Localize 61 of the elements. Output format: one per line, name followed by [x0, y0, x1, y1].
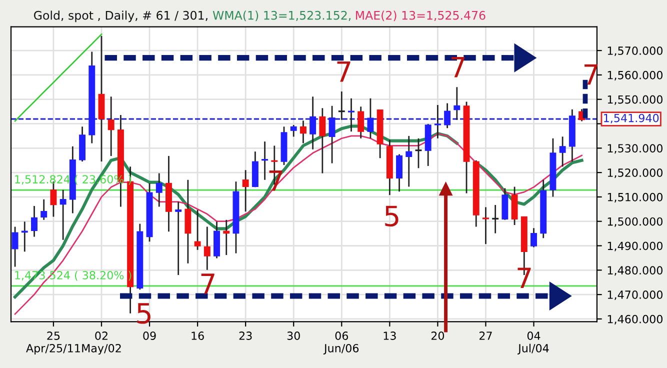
candlestick [242, 169, 249, 212]
y-tick-label: 1,490.000 [608, 242, 662, 252]
candlestick [530, 227, 537, 248]
candlestick [396, 154, 403, 192]
candlestick [60, 189, 66, 241]
annotation: 7 [452, 57, 465, 78]
candlestick [262, 140, 268, 181]
candlestick [175, 201, 182, 276]
candlestick [328, 105, 336, 164]
candlestick [310, 96, 316, 150]
annotation: 5 [385, 206, 398, 227]
candlestick [406, 135, 412, 188]
candlestick [31, 205, 38, 238]
y-tick-label: 1,520.000 [608, 168, 662, 178]
text: WMA(1) 13=1,523.152, [212, 10, 350, 22]
candlestick [300, 120, 306, 144]
x-tick-label: 16 [192, 332, 204, 340]
y-tick-label: 1,570.000 [608, 46, 662, 56]
candlestick [338, 90, 345, 121]
line-series [14, 33, 102, 122]
y-tick-label: 1,530.000 [608, 144, 662, 154]
x-tick-label: 30 [287, 332, 300, 340]
text: MAE(2) 13=1,525.476 [356, 10, 486, 22]
x-tick-label: 20 [431, 332, 444, 340]
x-tick-label: 04 Jul/04 [518, 332, 549, 354]
candlestick [319, 107, 326, 174]
candlestick [156, 172, 162, 208]
y-tick-label: 1,470.000 [608, 290, 662, 300]
x-tick-label: 02 May/02 [82, 332, 121, 355]
ref-line-label: 1,541.940 [604, 114, 659, 124]
y-tick-label: 1,500.000 [608, 217, 662, 227]
y-tick-label: 1,510.000 [608, 192, 662, 202]
y-tick-label: 1,560.000 [608, 70, 662, 80]
candlestick [434, 104, 441, 140]
candlestick [40, 198, 48, 221]
x-tick-label: 13 [384, 332, 396, 340]
x-tick-label: 27 [479, 332, 492, 340]
candlestick [444, 102, 451, 129]
y-tick-label: 1,460.000 [608, 314, 662, 324]
candlestick [348, 98, 354, 132]
x-tick-label: 09 [143, 332, 156, 340]
candlestick [108, 96, 114, 157]
candlestick [454, 86, 460, 121]
x-tick-label: 25 Apr/25/11 [26, 332, 80, 355]
candlestick [482, 206, 489, 245]
candlestick [559, 136, 566, 168]
candlestick [492, 204, 499, 234]
x-tick-label: 06 Jun/06 [323, 332, 359, 354]
candlestick [194, 209, 201, 251]
annotation: 7 [518, 268, 531, 288]
annotation: 7 [337, 61, 350, 82]
y-tick-label: 1,550.000 [608, 95, 662, 105]
annotation: 5 [137, 303, 150, 324]
x-tick-label: 23 [239, 332, 252, 340]
y-tick-label: 1,480.000 [608, 266, 662, 276]
candlestick [358, 106, 364, 140]
candlestick [204, 226, 210, 271]
candlestick [367, 98, 374, 140]
candlestick [12, 226, 18, 268]
candlestick [290, 124, 297, 138]
chart-title: Gold, spot , Daily, # 61 / 301, [34, 10, 208, 22]
